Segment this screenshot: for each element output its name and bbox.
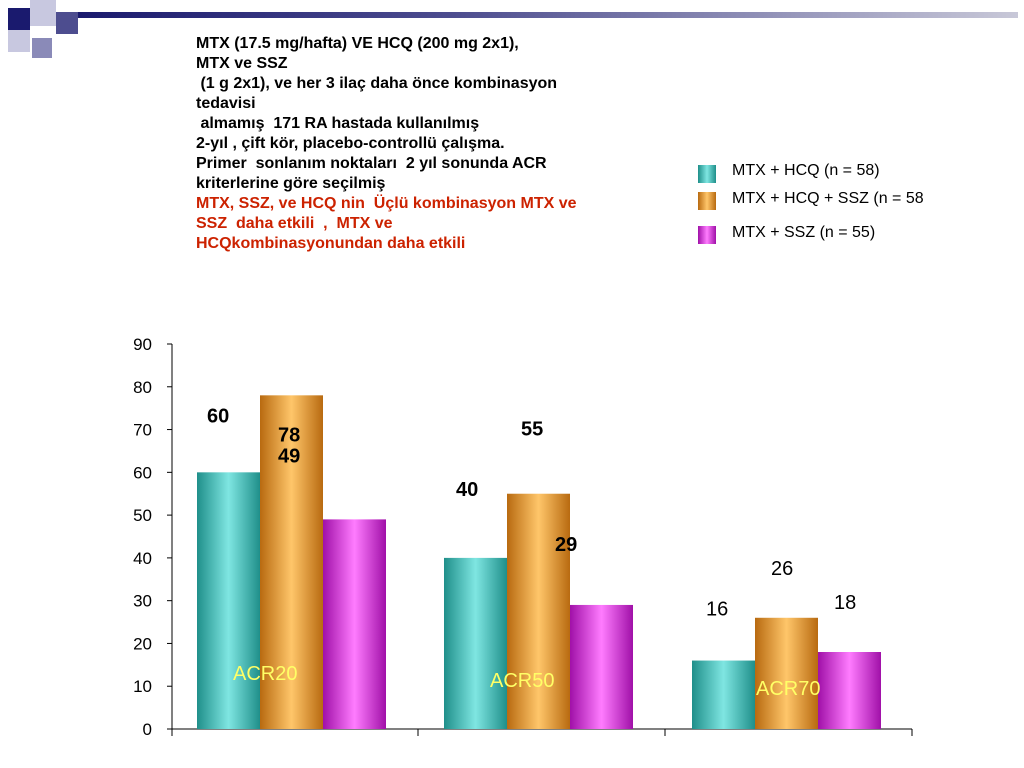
bar-acr70-series-2 — [818, 652, 881, 729]
bar-acr50-series-0 — [444, 557, 507, 729]
data-label: 55 — [521, 419, 543, 441]
y-tick-label: 30 — [133, 592, 152, 611]
title-bar-decoration — [78, 12, 1018, 18]
description-line: (1 g 2x1), ve her 3 ilaç daha önce kombi… — [196, 75, 558, 92]
data-label: 78 — [278, 424, 300, 446]
description-line: MTX (17.5 mg/hafta) VE HCQ (200 mg 2x1), — [196, 35, 519, 52]
legend-swatch-teal — [698, 165, 716, 183]
decor-square-3 — [56, 12, 78, 34]
conclusion-line: SSZ daha etkili , MTX ve — [196, 215, 393, 232]
y-tick-label: 0 — [143, 720, 152, 739]
category-label: ACR50 — [490, 670, 554, 692]
y-tick-label: 80 — [133, 378, 152, 397]
conclusion-line: MTX, SSZ, ve HCQ nin Üçlü kombinasyon MT… — [196, 195, 577, 212]
data-label: 18 — [834, 592, 856, 614]
data-label: 49 — [278, 445, 300, 467]
y-tick-label: 40 — [133, 549, 152, 568]
legend-label: MTX + HCQ + SSZ (n = 58 — [732, 190, 924, 207]
decor-square-1 — [8, 8, 30, 30]
bar-acr50-series-1 — [507, 493, 570, 729]
bar-acr20-series-0 — [197, 472, 260, 729]
data-label: 26 — [771, 558, 793, 580]
category-label: ACR70 — [756, 678, 820, 700]
bar-acr50-series-2 — [570, 604, 633, 729]
y-tick-label: 60 — [133, 463, 152, 482]
legend-label: MTX + HCQ (n = 58) — [732, 162, 880, 179]
y-tick-label: 20 — [133, 634, 152, 653]
data-label: 29 — [555, 534, 577, 556]
description-line: kriterlerine göre seçilmiş — [196, 175, 386, 192]
description-line: Primer sonlanım noktaları 2 yıl sonunda … — [196, 155, 547, 172]
decor-square-2 — [30, 0, 56, 26]
description-line: almamış 171 RA hastada kullanılmış — [196, 115, 480, 132]
conclusion-line: HCQkombinasyonundan daha etkili — [196, 235, 466, 252]
y-tick-label: 10 — [133, 677, 152, 696]
description-line: MTX ve SSZ — [196, 55, 288, 72]
legend-swatch-magenta — [698, 226, 716, 244]
bar-acr20-series-2 — [323, 519, 386, 729]
legend-label: MTX + SSZ (n = 55) — [732, 224, 876, 241]
bar-acr70-series-0 — [692, 660, 755, 729]
y-tick-label: 90 — [133, 335, 152, 354]
data-label: 60 — [207, 405, 229, 427]
decor-square-4 — [8, 30, 30, 52]
data-label: 16 — [706, 599, 728, 621]
bar-acr20-series-1 — [260, 395, 323, 729]
y-tick-label: 70 — [133, 421, 152, 440]
bar-acr70-series-1 — [755, 617, 818, 729]
description-line: 2-yıl , çift kör, placebo-controllü çalı… — [196, 135, 505, 152]
decor-square-5 — [32, 38, 52, 58]
category-label: ACR20 — [233, 663, 297, 685]
description-text: MTX (17.5 mg/hafta) VE HCQ (200 mg 2x1),… — [196, 34, 696, 254]
description-line: tedavisi — [196, 95, 256, 112]
data-label: 40 — [456, 479, 478, 501]
legend-swatch-orange — [698, 192, 716, 210]
y-tick-label: 50 — [133, 506, 152, 525]
